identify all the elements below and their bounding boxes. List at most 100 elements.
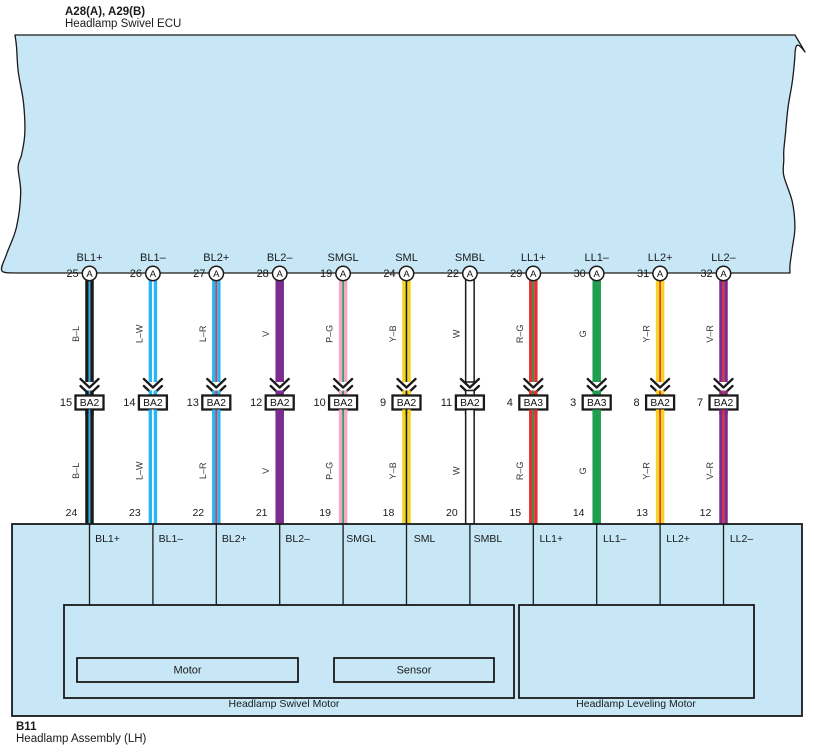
svg-text:19: 19 — [320, 268, 332, 280]
svg-text:V: V — [261, 331, 271, 337]
svg-text:25: 25 — [66, 268, 78, 280]
svg-text:24: 24 — [383, 268, 395, 280]
svg-text:V: V — [261, 468, 271, 474]
svg-text:A: A — [594, 269, 601, 280]
svg-text:W: W — [451, 329, 461, 338]
svg-text:29: 29 — [510, 268, 522, 280]
svg-text:24: 24 — [66, 507, 78, 519]
svg-text:10: 10 — [313, 397, 325, 409]
svg-text:26: 26 — [130, 268, 142, 280]
svg-text:23: 23 — [129, 507, 141, 519]
svg-text:Headlamp Swivel Motor: Headlamp Swivel Motor — [229, 698, 340, 710]
svg-text:21: 21 — [256, 507, 268, 519]
svg-text:4: 4 — [507, 397, 513, 409]
svg-text:BA2: BA2 — [333, 398, 353, 409]
svg-text:BL2+: BL2+ — [203, 252, 229, 264]
svg-text:15: 15 — [509, 507, 521, 519]
svg-text:14: 14 — [123, 397, 135, 409]
svg-text:LL2+: LL2+ — [666, 533, 690, 545]
svg-text:LL1–: LL1– — [584, 252, 609, 264]
svg-text:BA2: BA2 — [650, 398, 670, 409]
svg-text:A: A — [213, 269, 220, 280]
svg-text:A28(A), A29(B): A28(A), A29(B) — [65, 6, 145, 18]
svg-text:W: W — [451, 466, 461, 475]
svg-text:L–W: L–W — [134, 324, 144, 343]
svg-text:SMGL: SMGL — [346, 533, 376, 545]
svg-text:B11: B11 — [16, 721, 37, 733]
svg-text:LL1–: LL1– — [603, 533, 627, 545]
svg-text:LL2–: LL2– — [711, 252, 736, 264]
svg-text:V–R: V–R — [705, 462, 715, 480]
svg-text:BA3: BA3 — [524, 398, 544, 409]
svg-text:BA2: BA2 — [397, 398, 417, 409]
svg-text:Headlamp Swivel ECU: Headlamp Swivel ECU — [65, 18, 181, 30]
svg-text:Sensor: Sensor — [397, 665, 432, 677]
svg-text:SMBL: SMBL — [455, 252, 485, 264]
svg-text:LL1+: LL1+ — [521, 252, 546, 264]
svg-text:A: A — [657, 269, 664, 280]
svg-text:LL2–: LL2– — [730, 533, 754, 545]
svg-text:14: 14 — [573, 507, 585, 519]
svg-text:28: 28 — [257, 268, 269, 280]
svg-text:9: 9 — [380, 397, 386, 409]
svg-text:L–W: L–W — [134, 461, 144, 480]
svg-text:27: 27 — [193, 268, 205, 280]
svg-text:A: A — [150, 269, 157, 280]
svg-text:BL1+: BL1+ — [95, 533, 120, 545]
svg-text:20: 20 — [446, 507, 458, 519]
svg-text:Y–R: Y–R — [642, 462, 652, 480]
svg-text:Motor: Motor — [173, 665, 201, 677]
svg-text:8: 8 — [634, 397, 640, 409]
svg-text:B–L: B–L — [71, 326, 81, 342]
svg-text:11: 11 — [441, 397, 452, 409]
svg-text:A: A — [530, 269, 537, 280]
svg-text:SMGL: SMGL — [328, 252, 359, 264]
svg-text:SMBL: SMBL — [474, 533, 503, 545]
svg-text:BA3: BA3 — [587, 398, 607, 409]
svg-text:Y–B: Y–B — [388, 462, 398, 479]
svg-text:15: 15 — [60, 397, 72, 409]
svg-text:SML: SML — [395, 252, 418, 264]
svg-text:A: A — [277, 269, 284, 280]
svg-text:A: A — [86, 269, 93, 280]
svg-text:A: A — [403, 269, 410, 280]
svg-text:G: G — [578, 467, 588, 474]
svg-text:BL1–: BL1– — [159, 533, 184, 545]
svg-text:18: 18 — [383, 507, 395, 519]
svg-text:BL1–: BL1– — [140, 252, 167, 264]
svg-text:B–L: B–L — [71, 463, 81, 479]
svg-text:L–R: L–R — [198, 325, 208, 342]
svg-text:31: 31 — [637, 268, 649, 280]
svg-text:13: 13 — [187, 397, 199, 409]
svg-text:3: 3 — [570, 397, 576, 409]
svg-text:V–R: V–R — [705, 325, 715, 343]
svg-text:32: 32 — [700, 268, 712, 280]
svg-text:A: A — [340, 269, 347, 280]
svg-text:P–G: P–G — [325, 325, 335, 343]
svg-text:BA2: BA2 — [270, 398, 290, 409]
svg-text:13: 13 — [636, 507, 648, 519]
svg-text:P–G: P–G — [325, 462, 335, 480]
svg-text:LL2+: LL2+ — [648, 252, 673, 264]
svg-text:L–R: L–R — [198, 462, 208, 479]
svg-text:Y–B: Y–B — [388, 325, 398, 342]
svg-text:SML: SML — [414, 533, 436, 545]
svg-text:19: 19 — [319, 507, 331, 519]
svg-text:30: 30 — [574, 268, 586, 280]
svg-text:12: 12 — [250, 397, 262, 409]
svg-text:7: 7 — [697, 397, 703, 409]
svg-text:A: A — [720, 269, 727, 280]
svg-text:BA2: BA2 — [207, 398, 227, 409]
svg-text:BA2: BA2 — [714, 398, 734, 409]
svg-text:BA2: BA2 — [460, 398, 480, 409]
svg-text:Headlamp Leveling Motor: Headlamp Leveling Motor — [576, 698, 696, 710]
svg-text:LL1+: LL1+ — [539, 533, 563, 545]
svg-text:R–G: R–G — [515, 462, 525, 481]
svg-text:12: 12 — [700, 507, 712, 519]
svg-text:BA2: BA2 — [143, 398, 163, 409]
svg-text:R–G: R–G — [515, 325, 525, 344]
svg-text:BL2+: BL2+ — [222, 533, 247, 545]
svg-text:BL2–: BL2– — [285, 533, 310, 545]
svg-text:G: G — [578, 330, 588, 337]
svg-text:22: 22 — [192, 507, 204, 519]
